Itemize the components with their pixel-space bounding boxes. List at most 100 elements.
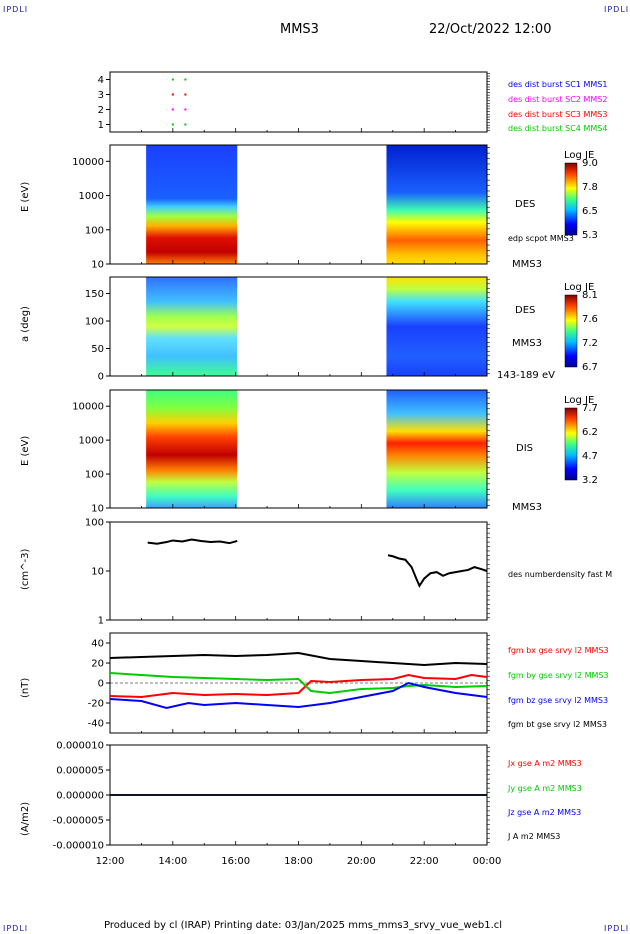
colorbar-tick-label: 7.8 [582, 182, 598, 193]
y-tick-label: 0.000005 [56, 766, 104, 777]
y-tick-label: -0.000010 [53, 841, 104, 852]
burst-marker [171, 123, 174, 126]
density-legend: des numberdensity fast M [508, 570, 613, 579]
legend-bz: fgm bz gse srvy l2 MMS3 [508, 696, 609, 705]
corner-label-top-left: IPDLI [3, 5, 29, 14]
y-tick-label: -40 [88, 719, 104, 730]
colorbar-tick-label: 9.0 [582, 158, 598, 169]
dis-energy-label: DIS [516, 443, 533, 454]
scpot-label: edp scpot MMS3 [508, 234, 574, 243]
colorbar-tick-label: 6.2 [582, 427, 598, 438]
y-tick-label: 10000 [72, 157, 104, 168]
y-tick-label: 0.000000 [56, 791, 104, 802]
legend-bx: fgm bx gse srvy l2 MMS3 [508, 646, 609, 655]
y-tick-label: 100 [85, 317, 104, 328]
y-tick-label: 0 [98, 372, 104, 383]
colorbar [564, 294, 578, 368]
spectrogram-block-1 [386, 145, 487, 264]
cbar-title-des-energy: Log JE [564, 150, 595, 161]
legend-by: fgm by gse srvy l2 MMS3 [508, 671, 609, 680]
x-tick-label: 00:00 [473, 856, 502, 867]
des-energy-sublabel: MMS3 [512, 259, 542, 270]
footer-text: Produced by cl (IRAP) Printing date: 03/… [104, 920, 503, 931]
series-line-0 [109, 673, 488, 699]
colorbar-tick-label: 8.1 [582, 290, 598, 301]
legend-burst-sc1: des dist burst SC1 MMS1 [508, 80, 608, 89]
burst-marker [171, 78, 174, 81]
colorbar-tick-label: 7.2 [582, 338, 598, 349]
y-tick-label: 1000 [79, 191, 104, 202]
legend-jy: Jy gse A m2 MMS3 [508, 784, 582, 793]
des-energy-label: DES [515, 199, 536, 210]
x-tick-label: 18:00 [284, 856, 313, 867]
colorbar-tick-label: 7.6 [582, 314, 598, 325]
spacecraft-title: MMS3 [280, 22, 319, 37]
dis-energy-sublabel: MMS3 [512, 502, 542, 513]
y-tick-label: 0.000010 [56, 741, 104, 752]
x-tick-label: 22:00 [410, 856, 439, 867]
spectrogram-block-0 [146, 145, 238, 264]
legend-bt: fgm bt gse srvy l2 MMS3 [508, 720, 607, 729]
y-tick-label: -20 [88, 699, 104, 710]
corner-label-bottom-left: IPDLI [3, 924, 29, 933]
series-line-0 [147, 538, 238, 545]
panel-frame [109, 521, 488, 621]
legend-burst-sc2: des dist burst SC2 MMS2 [508, 95, 608, 104]
y-tick-label: 3 [98, 90, 104, 101]
series-line-2 [109, 681, 488, 710]
spectrogram-block-0 [146, 277, 238, 376]
series-line-3 [109, 651, 488, 667]
burst-marker [184, 123, 187, 126]
legend-j: J A m2 MMS3 [508, 832, 561, 841]
cbar-title-des-pitch: Log JE [564, 282, 595, 293]
y-tick-label: 20 [91, 659, 104, 670]
burst-marker [184, 108, 187, 111]
y-tick-label: 40 [91, 639, 104, 650]
spectrogram-block-0 [146, 390, 238, 508]
legend-jz: Jz gse A m2 MMS3 [508, 808, 582, 817]
y-tick-label: 10 [91, 504, 104, 515]
spectrogram-block-1 [386, 277, 487, 376]
spectrogram-block-1 [386, 390, 487, 508]
colorbar [564, 162, 578, 236]
colorbar [564, 407, 578, 481]
colorbar-tick-label: 3.2 [582, 475, 598, 486]
legend-burst-sc3: des dist burst SC3 MMS3 [508, 110, 608, 119]
y-tick-label: -0.000005 [53, 816, 104, 827]
y-tick-label: 10 [91, 567, 104, 578]
y-tick-label: 1 [98, 616, 104, 627]
x-tick-label: 20:00 [347, 856, 376, 867]
y-tick-label: 2 [98, 105, 104, 116]
y-tick-label: 100 [85, 518, 104, 529]
y-tick-label: 1 [98, 120, 104, 131]
burst-marker [171, 93, 174, 96]
legend-jx: Jx gse A m2 MMS3 [508, 759, 582, 768]
series-line-1 [387, 554, 488, 588]
colorbar-tick-label: 4.7 [582, 451, 598, 462]
y-tick-label: 4 [98, 75, 104, 86]
y-tick-label: 0 [98, 679, 104, 690]
corner-label-bottom-right: IPDLI [604, 924, 630, 933]
y-tick-label: 100 [85, 470, 104, 481]
x-tick-label: 16:00 [221, 856, 250, 867]
des-pitch-sublabel: MMS3 [512, 338, 542, 349]
colorbar-tick-label: 7.7 [582, 403, 598, 414]
y-tick-label: 1000 [79, 436, 104, 447]
y-tick-label: 10 [91, 260, 104, 271]
burst-marker [184, 93, 187, 96]
colorbar-tick-label: 6.7 [582, 362, 598, 373]
colorbar-tick-label: 5.3 [582, 230, 598, 241]
x-tick-label: 12:00 [96, 856, 125, 867]
panel-frame [109, 71, 488, 133]
cbar-title-dis-energy: Log JE [564, 395, 595, 406]
burst-marker [171, 108, 174, 111]
y-tick-label: 50 [91, 344, 104, 355]
y-tick-label: 100 [85, 225, 104, 236]
des-pitch-label: DES [515, 305, 536, 316]
x-tick-label: 14:00 [158, 856, 187, 867]
y-tick-label: 10000 [72, 402, 104, 413]
pitch-energy-label: 143-189 eV [497, 370, 555, 381]
legend-burst-sc4: des dist burst SC4 MMS4 [508, 124, 608, 133]
colorbar-tick-label: 6.5 [582, 206, 598, 217]
